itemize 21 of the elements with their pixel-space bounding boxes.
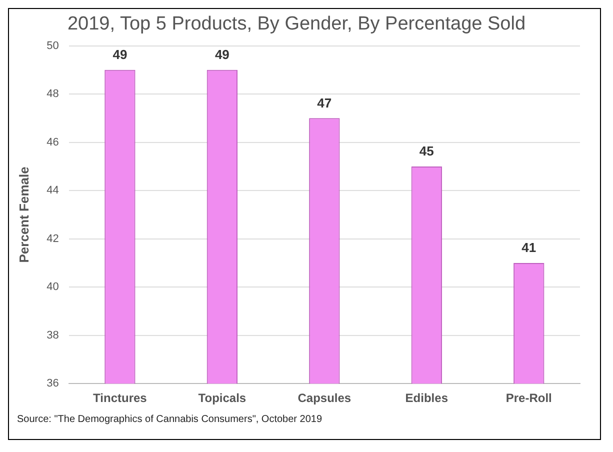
x-tick-label: Topicals [198, 391, 246, 406]
y-tick-label: 50 [46, 40, 59, 52]
data-label: 45 [419, 144, 434, 159]
x-tick-label: Pre-Roll [506, 391, 552, 406]
y-tick-label: 36 [46, 378, 59, 390]
x-tick-label: Tinctures [93, 391, 148, 406]
data-label: 41 [522, 240, 536, 256]
x-tick-label: Edibles [405, 391, 448, 406]
y-tick-label: 44 [46, 184, 59, 197]
y-tick-label: 48 [46, 88, 59, 100]
data-label: 47 [317, 95, 332, 110]
y-axis-title: Percent Female [16, 166, 32, 263]
chart-title: 2019, Top 5 Products, By Gender, By Percentage Sold [67, 14, 526, 35]
y-tick-label: 38 [46, 329, 59, 342]
y-tick-label: 42 [46, 232, 59, 245]
data-label: 49 [112, 47, 128, 62]
y-tick-label: 46 [46, 136, 59, 148]
x-tick-label: Capsules [298, 391, 352, 406]
data-label: 49 [214, 47, 230, 62]
y-tick-label: 40 [46, 281, 59, 294]
source-note: Source: "The Demographics of Cannabis Consumers", October 2019 [16, 414, 324, 425]
